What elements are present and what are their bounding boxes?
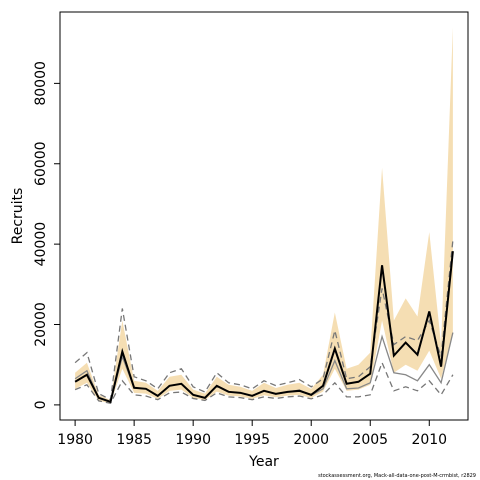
x-tick-label: 1985	[116, 432, 152, 448]
y-tick-label: 80000	[33, 61, 49, 106]
y-tick-label: 60000	[33, 141, 49, 186]
plot-frame	[59, 11, 469, 421]
y-axis-label: Recruits	[10, 188, 26, 245]
confidence-band	[75, 27, 453, 404]
x-tick-label: 2010	[411, 432, 447, 448]
x-axis-label: Year	[248, 454, 279, 470]
series-line	[74, 251, 454, 404]
y-tick-label: 40000	[33, 222, 49, 267]
y-tick-label: 0	[33, 400, 49, 409]
caption: stockassessment.org, Mack-all-data-one-p…	[318, 473, 476, 479]
x-tick-label: 2005	[352, 432, 388, 448]
x-tick-label: 2000	[293, 432, 329, 448]
series-line	[74, 360, 454, 405]
y-tick-label: 20000	[33, 302, 49, 347]
x-tick-label: 1980	[57, 432, 93, 448]
x-tick-label: 1990	[175, 432, 211, 448]
x-tick-label: 1995	[234, 432, 270, 448]
